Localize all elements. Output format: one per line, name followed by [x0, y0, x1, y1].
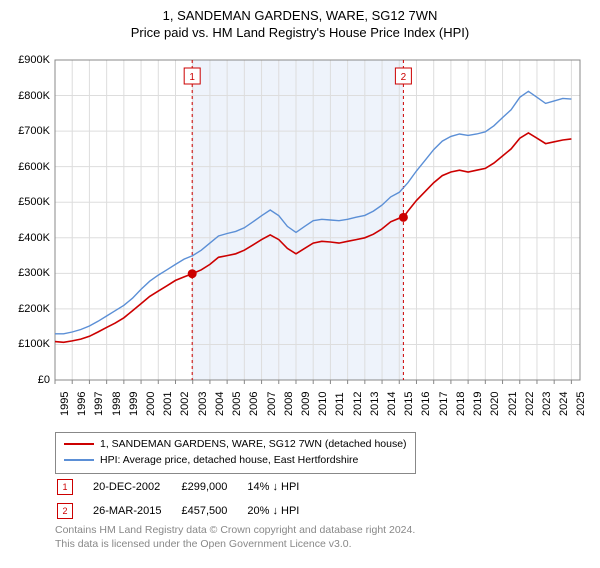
transaction-price: £457,500	[181, 500, 245, 522]
x-tick-label: 2018	[455, 392, 467, 416]
x-tick-label: 2000	[145, 392, 157, 416]
x-tick-label: 2023	[541, 392, 553, 416]
footer-attribution: Contains HM Land Registry data © Crown c…	[55, 524, 415, 551]
x-tick-label: 1998	[111, 392, 123, 416]
x-tick-label: 2019	[472, 392, 484, 416]
x-tick-label: 2006	[248, 392, 260, 416]
legend-swatch-price	[64, 443, 94, 445]
legend-swatch-hpi	[64, 459, 94, 461]
x-tick-label: 1999	[128, 392, 140, 416]
y-tick-label: £500K	[2, 196, 50, 208]
legend-item-hpi: HPI: Average price, detached house, East…	[64, 453, 407, 469]
transaction-date: 26-MAR-2015	[93, 500, 179, 522]
transaction-diff: 14% ↓ HPI	[247, 476, 317, 498]
x-tick-label: 2004	[214, 392, 226, 416]
y-tick-label: £400K	[2, 232, 50, 244]
x-tick-label: 2008	[283, 392, 295, 416]
legend: 1, SANDEMAN GARDENS, WARE, SG12 7WN (det…	[55, 432, 416, 474]
y-tick-label: £0	[2, 374, 50, 386]
x-tick-label: 2010	[317, 392, 329, 416]
table-row: 1 20-DEC-2002 £299,000 14% ↓ HPI	[57, 476, 317, 498]
y-tick-label: £300K	[2, 267, 50, 279]
chart-container: 1, SANDEMAN GARDENS, WARE, SG12 7WN Pric…	[0, 8, 600, 568]
legend-item-price: 1, SANDEMAN GARDENS, WARE, SG12 7WN (det…	[64, 437, 407, 453]
footer-line: Contains HM Land Registry data © Crown c…	[55, 524, 415, 538]
y-tick-label: £700K	[2, 125, 50, 137]
legend-label-hpi: HPI: Average price, detached house, East…	[100, 454, 358, 466]
x-tick-label: 2025	[575, 392, 587, 416]
y-tick-label: £200K	[2, 303, 50, 315]
marker-icon: 2	[57, 503, 73, 519]
x-tick-label: 2016	[420, 392, 432, 416]
x-tick-label: 2013	[369, 392, 381, 416]
transaction-price: £299,000	[181, 476, 245, 498]
x-tick-label: 1997	[93, 392, 105, 416]
y-tick-label: £900K	[2, 54, 50, 66]
transaction-date: 20-DEC-2002	[93, 476, 179, 498]
x-tick-label: 2022	[524, 392, 536, 416]
legend-label-price: 1, SANDEMAN GARDENS, WARE, SG12 7WN (det…	[100, 438, 407, 450]
y-tick-label: £100K	[2, 338, 50, 350]
transactions-table: 1 20-DEC-2002 £299,000 14% ↓ HPI 2 26-MA…	[55, 474, 319, 524]
svg-text:2: 2	[401, 72, 407, 83]
y-tick-label: £800K	[2, 90, 50, 102]
x-tick-label: 2024	[558, 392, 570, 416]
x-tick-label: 2015	[403, 392, 415, 416]
x-tick-label: 1996	[76, 392, 88, 416]
x-tick-label: 1995	[59, 392, 71, 416]
x-tick-label: 2011	[334, 392, 346, 416]
x-tick-label: 2005	[231, 392, 243, 416]
footer-line: This data is licensed under the Open Gov…	[55, 538, 415, 552]
x-tick-label: 2002	[179, 392, 191, 416]
transaction-diff: 20% ↓ HPI	[247, 500, 317, 522]
x-tick-label: 2003	[197, 392, 209, 416]
marker-icon: 1	[57, 479, 73, 495]
x-tick-label: 2007	[266, 392, 278, 416]
line-chart: 12	[0, 8, 600, 428]
table-row: 2 26-MAR-2015 £457,500 20% ↓ HPI	[57, 500, 317, 522]
x-tick-label: 2017	[438, 392, 450, 416]
x-tick-label: 2021	[507, 392, 519, 416]
x-tick-label: 2020	[489, 392, 501, 416]
x-tick-label: 2012	[352, 392, 364, 416]
x-tick-label: 2014	[386, 392, 398, 416]
x-tick-label: 2009	[300, 392, 312, 416]
x-tick-label: 2001	[162, 392, 174, 416]
svg-text:1: 1	[189, 72, 195, 83]
y-tick-label: £600K	[2, 161, 50, 173]
